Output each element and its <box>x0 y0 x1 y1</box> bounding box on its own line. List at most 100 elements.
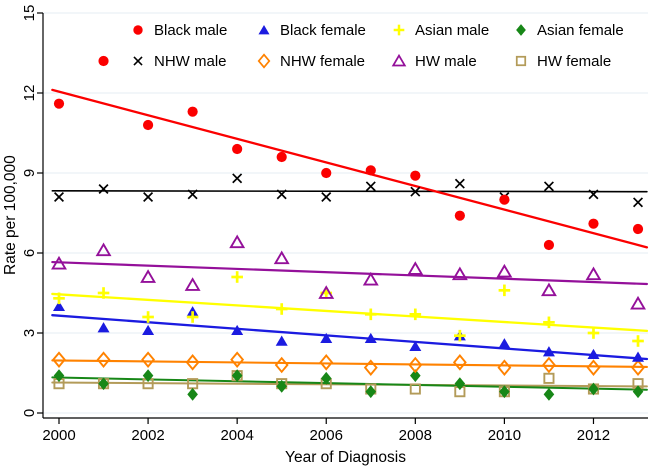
point-black-male-2005 <box>276 151 287 163</box>
point-nhw-male-2013 <box>633 197 644 208</box>
point-nhw-male-2005 <box>276 189 287 200</box>
point-black-female-2013 <box>632 351 645 362</box>
point-black-female-2000 <box>53 300 65 312</box>
marker-shape <box>362 271 379 286</box>
marker-shape <box>229 234 246 249</box>
marker-shape <box>630 295 646 310</box>
marker-shape <box>363 359 378 376</box>
point-asian-female-2009 <box>454 377 466 391</box>
point-asian-female-2012 <box>588 382 599 396</box>
point-asian-male-2002 <box>142 311 154 323</box>
point-nhw-male-2007 <box>365 181 376 192</box>
point-nhw-female-2002 <box>141 351 156 368</box>
point-nhw-female-2012 <box>586 359 601 376</box>
point-asian-female-2003 <box>187 387 198 401</box>
marker-shape <box>96 351 111 368</box>
point-black-female-2007 <box>364 332 377 344</box>
marker-shape <box>451 266 468 281</box>
marker-shape <box>496 263 513 278</box>
point-asian-male-2009 <box>454 329 466 342</box>
point-nhw-female-2008 <box>408 356 423 374</box>
marker-shape <box>452 354 467 371</box>
point-nhw-female-2006 <box>319 354 334 371</box>
point-hw-male-2004 <box>229 234 246 249</box>
point-black-male-2002 <box>142 119 154 131</box>
point-nhw-male-2002 <box>143 191 154 202</box>
marker-shape <box>542 346 555 357</box>
marker-shape <box>633 197 644 208</box>
marker-shape <box>321 191 332 202</box>
point-nhw-female-2003 <box>185 354 200 371</box>
marker-shape <box>276 189 287 200</box>
marker-shape <box>143 191 154 202</box>
point-black-male-2009 <box>454 210 465 221</box>
marker-shape <box>632 385 644 399</box>
point-black-male-2011 <box>543 239 555 251</box>
x-tick-label: 2008 <box>399 427 432 444</box>
point-asian-male-2013 <box>632 335 644 347</box>
point-asian-female-2007 <box>365 385 377 399</box>
marker-shape <box>98 55 109 67</box>
point-nhw-female-2000 <box>52 351 66 368</box>
series-black-female <box>53 300 645 362</box>
marker-shape <box>187 106 198 117</box>
point-nhw-female-2001 <box>96 351 111 368</box>
x-tick-label: 2004 <box>220 427 253 444</box>
point-black-male-2004 <box>232 143 243 155</box>
point-black-male-2010 <box>499 194 510 205</box>
point-hw-male-2008 <box>407 261 424 275</box>
marker-shape <box>409 383 421 395</box>
marker-shape <box>53 191 65 202</box>
point-black-male-2006 <box>321 167 332 179</box>
marker-shape <box>588 189 599 200</box>
point-nhw-male-2004 <box>232 173 243 184</box>
trend-line-black-male <box>51 88 649 249</box>
series-hw-male <box>51 234 646 310</box>
x-tick-label: 2010 <box>488 427 521 444</box>
marker-shape <box>273 250 290 265</box>
marker-shape <box>586 359 601 376</box>
marker-shape <box>53 300 65 312</box>
x-tick-label: 2002 <box>131 427 164 444</box>
point-nhw-male-2012 <box>588 189 599 200</box>
marker-shape <box>454 178 465 189</box>
marker-shape <box>410 186 421 197</box>
marker-shape <box>232 143 243 155</box>
marker-shape <box>631 359 645 376</box>
point-asian-female-2006 <box>320 371 332 385</box>
point-hw-male-2011 <box>540 282 557 297</box>
point-black-female-2010 <box>498 338 511 349</box>
marker-shape <box>365 385 377 399</box>
trend-line-black-female <box>51 314 649 361</box>
marker-shape <box>52 351 66 368</box>
series-asian-female <box>53 369 644 401</box>
point-hw-male-2012 <box>585 266 602 281</box>
point-nhw-female-2005 <box>274 356 289 374</box>
point-asian-male-2001 <box>97 287 110 299</box>
point-hw-female-2011 <box>543 372 555 384</box>
point-black-male-2007 <box>365 165 376 176</box>
point-asian-male-2003 <box>186 311 199 323</box>
marker-shape <box>140 269 157 283</box>
marker-shape <box>365 165 376 176</box>
point-asian-female-2004 <box>231 369 243 383</box>
marker-shape <box>410 369 421 383</box>
trend-line-nhw-male <box>51 190 648 193</box>
point-black-male-2013 <box>632 223 644 235</box>
marker-shape <box>320 371 332 385</box>
marker-shape <box>276 151 287 163</box>
point-hw-male-2001 <box>95 242 112 257</box>
point-hw-male-2013 <box>630 295 646 310</box>
y-axis-title: Rate per 100,000 <box>2 155 19 276</box>
point-nhw-male-2006 <box>321 191 332 202</box>
point-asian-male-2005 <box>275 303 288 315</box>
marker-shape <box>409 340 422 352</box>
point-black-female-2011 <box>542 346 555 357</box>
point-nhw-male-2008 <box>410 186 421 197</box>
point-black-female-2004 <box>231 324 244 336</box>
trend-line-hw-male <box>51 260 649 286</box>
series-asian-male <box>53 271 644 347</box>
marker-shape <box>542 356 556 374</box>
